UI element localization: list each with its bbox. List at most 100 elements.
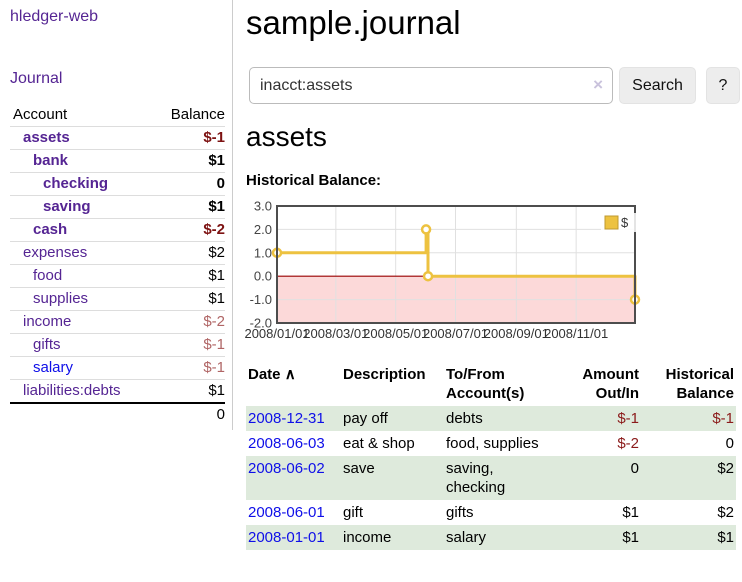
transaction-date-link[interactable]: 2008-06-03 xyxy=(248,435,325,452)
transaction-balance: $-1 xyxy=(712,410,734,427)
historical-balance-chart: 3.0 2.0 1.0 0.0 -1.0 -2.02008/01/012008/03/01… xyxy=(244,199,641,341)
register-header-description: Description xyxy=(343,366,426,383)
accounts-header-account: Account xyxy=(10,104,155,127)
account-row: bank $1 xyxy=(10,149,225,173)
account-link[interactable]: assets xyxy=(23,129,70,146)
x-axis-tick-label: 2008/09/01 xyxy=(484,326,549,341)
transaction-accounts: saving, checking xyxy=(446,460,506,496)
register-row: 2008-01-01 income salary $1 $1 xyxy=(246,525,736,550)
y-axis-tick-label: 1.0 xyxy=(254,245,272,260)
register-header-accounts: To/From Account(s) xyxy=(446,366,525,402)
sort-ascending-icon: ∧ xyxy=(284,366,296,383)
page-title: sample.journal xyxy=(246,4,461,41)
account-link[interactable]: gifts xyxy=(33,336,61,353)
accounts-header-row: Account Balance xyxy=(10,104,225,127)
accounts-table: Account Balance assets $-1 bank $1 check… xyxy=(10,104,225,426)
transaction-amount: $1 xyxy=(622,504,639,521)
y-axis-tick-label: 2.0 xyxy=(254,222,272,237)
plot-border xyxy=(276,205,636,324)
transaction-accounts: gifts xyxy=(446,504,474,521)
transaction-date-link[interactable]: 2008-01-01 xyxy=(248,529,325,546)
account-link[interactable]: checking xyxy=(43,175,109,192)
accounts-total-value: 0 xyxy=(154,402,225,426)
account-row: liabilities:debts $1 xyxy=(10,379,225,404)
transaction-date-link[interactable]: 2008-06-02 xyxy=(248,460,325,477)
account-link[interactable]: salary xyxy=(33,359,74,376)
transaction-accounts: salary xyxy=(446,529,487,546)
account-balance: $1 xyxy=(208,267,225,284)
x-axis-tick-label: 2008/05/01 xyxy=(363,326,428,341)
transaction-accounts: food, supplies xyxy=(446,435,539,452)
account-balance: $1 xyxy=(208,382,225,399)
account-link[interactable]: saving xyxy=(43,198,91,215)
accounts-header-balance: Balance xyxy=(154,104,225,127)
account-link[interactable]: food xyxy=(33,267,63,284)
transaction-accounts: debts xyxy=(446,410,483,427)
transaction-amount: $1 xyxy=(622,529,639,546)
account-heading: assets xyxy=(246,121,327,152)
help-button[interactable]: ? xyxy=(706,67,740,104)
account-link[interactable]: liabilities:debts xyxy=(23,382,121,399)
transaction-description: pay off xyxy=(343,410,388,427)
account-balance: $-1 xyxy=(203,129,225,146)
account-balance: $1 xyxy=(208,198,225,215)
transaction-balance: 0 xyxy=(725,435,734,452)
register-header-balance: Historical Balance xyxy=(665,366,734,402)
chart-point xyxy=(422,270,434,282)
register-table: Date ∧ Description To/From Account(s) Am… xyxy=(246,362,736,550)
accounts-total-row: 0 xyxy=(10,402,225,426)
register-row: 2008-06-03 eat & shop food, supplies $-2… xyxy=(246,431,736,456)
account-row: gifts $-1 xyxy=(10,333,225,357)
y-axis-tick-label: -2.0 xyxy=(250,316,272,331)
x-axis-tick-label: 2008/03/01 xyxy=(303,326,368,341)
account-row: cash $-2 xyxy=(10,218,225,242)
account-balance: $1 xyxy=(208,152,225,169)
transaction-amount: 0 xyxy=(630,460,639,477)
y-axis-tick-label: 0.0 xyxy=(254,269,272,284)
account-row: saving $1 xyxy=(10,195,225,219)
account-balance: $-1 xyxy=(203,336,225,353)
register-header-amount: Amount Out/In xyxy=(582,366,639,402)
account-link[interactable]: cash xyxy=(33,221,68,238)
legend-swatch xyxy=(604,215,619,230)
transaction-description: gift xyxy=(343,504,364,521)
account-link[interactable]: bank xyxy=(33,152,69,169)
account-row: expenses $2 xyxy=(10,241,225,265)
legend-label: $ xyxy=(621,215,629,230)
account-row: salary $-1 xyxy=(10,356,225,380)
y-axis-tick-label: -1.0 xyxy=(250,292,272,307)
transaction-description: save xyxy=(343,460,375,477)
search-input[interactable] xyxy=(249,67,613,104)
sidebar-item-journal[interactable]: Journal xyxy=(10,70,63,87)
account-row: assets $-1 xyxy=(10,126,225,150)
account-row: supplies $1 xyxy=(10,287,225,311)
transaction-date-link[interactable]: 2008-12-31 xyxy=(248,410,325,427)
clear-search-icon[interactable]: × xyxy=(593,75,603,94)
transaction-amount: $-1 xyxy=(617,410,639,427)
search-button[interactable]: Search xyxy=(619,67,696,104)
register-header-date[interactable]: Date ∧ xyxy=(248,366,296,383)
account-balance: 0 xyxy=(216,175,225,192)
account-row: checking 0 xyxy=(10,172,225,196)
search-bar: × Search ? xyxy=(249,67,740,104)
account-balance: $-1 xyxy=(203,359,225,376)
account-balance: $2 xyxy=(208,244,225,261)
chart-title: Historical Balance: xyxy=(246,172,382,189)
account-link[interactable]: income xyxy=(23,313,72,330)
account-link[interactable]: expenses xyxy=(23,244,88,261)
account-link[interactable]: supplies xyxy=(33,290,89,307)
app-title-link[interactable]: hledger-web xyxy=(10,8,99,25)
x-axis-tick-label: 2008/01/01 xyxy=(244,326,309,341)
y-axis-tick-label: 3.0 xyxy=(254,199,272,214)
sidebar: hledger-web Journal Account Balance asse… xyxy=(0,0,233,430)
register-header-row: Date ∧ Description To/From Account(s) Am… xyxy=(246,362,736,406)
account-balance: $-2 xyxy=(203,221,225,238)
register-row: 2008-12-31 pay off debts $-1 $-1 xyxy=(246,406,736,431)
transaction-balance: $2 xyxy=(717,460,734,477)
account-row: income $-2 xyxy=(10,310,225,334)
chart-point xyxy=(420,224,432,235)
transaction-description: income xyxy=(343,529,392,546)
account-row: food $1 xyxy=(10,264,225,288)
register-row: 2008-06-02 save saving, checking 0 $2 xyxy=(246,456,736,500)
transaction-date-link[interactable]: 2008-06-01 xyxy=(248,504,325,521)
